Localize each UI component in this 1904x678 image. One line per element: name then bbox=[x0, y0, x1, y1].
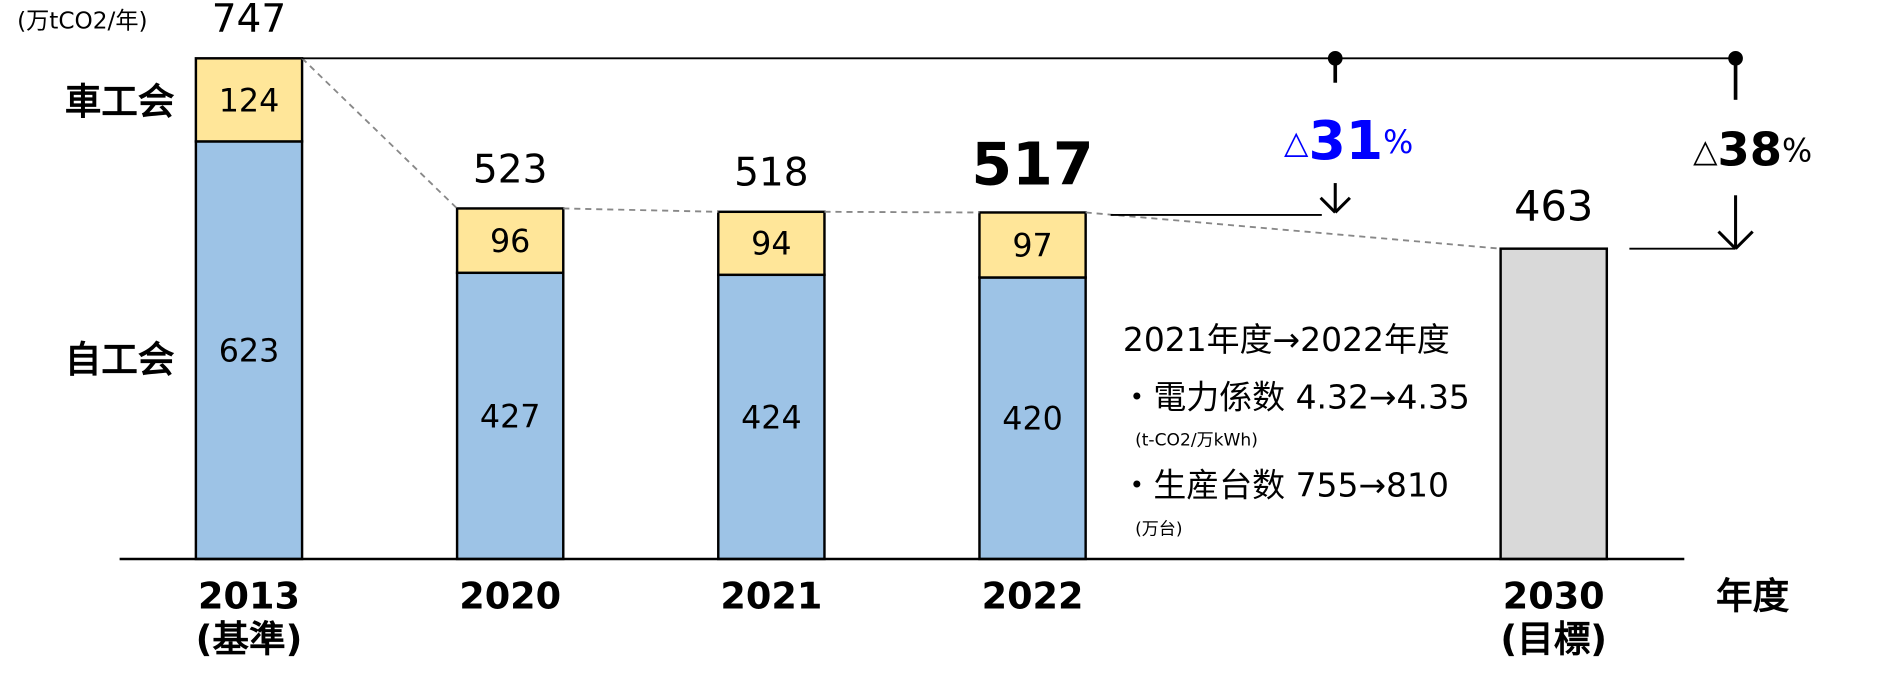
reduction-label: △38% bbox=[1693, 122, 1812, 176]
total-label: 463 bbox=[1514, 182, 1593, 231]
bar-segment bbox=[717, 210, 826, 277]
note: ・生産台数 755→810 bbox=[1120, 465, 1449, 504]
x-tick-label: 2020 bbox=[459, 575, 561, 618]
segment-label: 424 bbox=[741, 400, 802, 436]
segment-label: 96 bbox=[490, 224, 530, 260]
number: 38 bbox=[1718, 122, 1783, 176]
unit: % bbox=[1782, 134, 1812, 170]
legend-label: 車工会 bbox=[65, 80, 175, 123]
reference-line bbox=[1334, 196, 1351, 214]
segment-label: 124 bbox=[219, 83, 280, 119]
unit: % bbox=[1383, 125, 1413, 161]
bar-segment bbox=[194, 57, 304, 143]
segment-label: 623 bbox=[219, 334, 280, 370]
trend-line bbox=[301, 57, 458, 210]
reference-line bbox=[1734, 230, 1754, 250]
trend-line bbox=[824, 210, 980, 214]
x-tick-note: (基準) bbox=[196, 617, 303, 660]
reference-line bbox=[1319, 196, 1337, 214]
bar-segment bbox=[455, 207, 565, 275]
x-axis-label: 年度 bbox=[1716, 575, 1790, 618]
bar-segment bbox=[1499, 247, 1609, 561]
unit-label: (万tCO2/年) bbox=[17, 7, 147, 34]
note: ・電力係数 4.32→4.35 bbox=[1120, 378, 1469, 417]
legend-label: 自工会 bbox=[65, 338, 175, 381]
x-tick-label: 2013 bbox=[198, 575, 300, 618]
note: (t-CO2/万kWh) bbox=[1135, 431, 1258, 451]
segment-label: 97 bbox=[1012, 228, 1052, 264]
reduction-label: △31% bbox=[1284, 109, 1413, 172]
total-label: 518 bbox=[734, 151, 809, 196]
x-tick-note: (目標) bbox=[1500, 617, 1607, 660]
bar-segment bbox=[978, 211, 1087, 279]
segment-label: 94 bbox=[751, 227, 791, 263]
total-label: 747 bbox=[212, 0, 287, 42]
symbol: △ bbox=[1284, 125, 1309, 161]
x-tick-label: 2030 bbox=[1503, 575, 1605, 618]
trend-line bbox=[563, 207, 719, 213]
total-label: 517 bbox=[971, 131, 1093, 199]
segment-label: 420 bbox=[1002, 402, 1063, 438]
bar-segment bbox=[194, 140, 304, 561]
x-tick-label: 2022 bbox=[982, 575, 1084, 618]
x-tick-label: 2021 bbox=[720, 575, 822, 618]
reference-line bbox=[1717, 230, 1737, 250]
note: (万台) bbox=[1135, 520, 1182, 540]
number: 31 bbox=[1308, 109, 1383, 172]
trend-line bbox=[1085, 211, 1501, 250]
symbol: △ bbox=[1693, 134, 1718, 170]
segment-label: 427 bbox=[480, 399, 541, 435]
total-label: 523 bbox=[473, 147, 548, 192]
note: 2021年度→2022年度 bbox=[1123, 320, 1450, 359]
